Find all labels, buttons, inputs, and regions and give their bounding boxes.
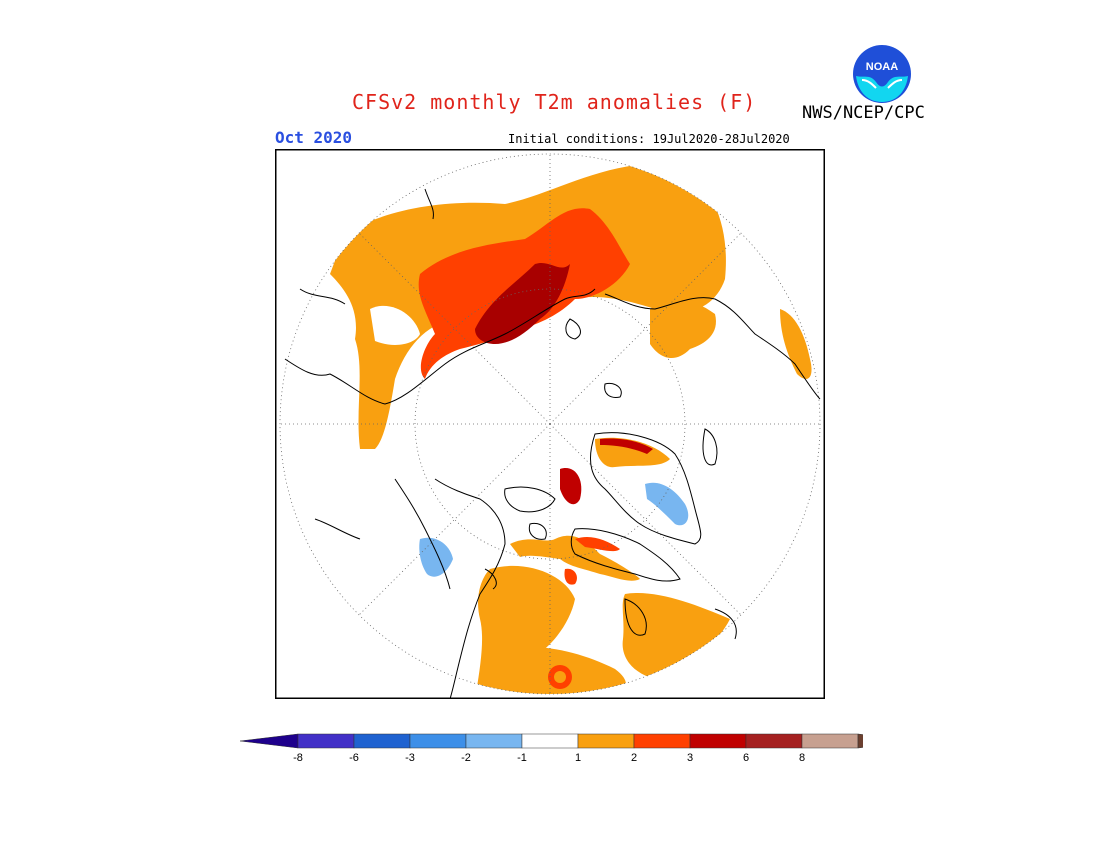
anomaly-region-hudson-blue: [645, 482, 689, 526]
anomaly-region-greenland-red: [560, 468, 582, 505]
color-legend: -8 -6 -3 -2 -1 1 2 3 6 8: [239, 733, 863, 764]
noaa-logo: NOAA: [851, 43, 913, 105]
legend-swatch: [633, 733, 691, 749]
anomaly-region-central-asia-orange: [364, 344, 384, 449]
organization-label: NWS/NCEP/CPC: [802, 103, 925, 123]
polar-map: [275, 149, 825, 699]
legend-tick-label: 8: [799, 752, 805, 764]
graticule: [279, 153, 821, 695]
legend-ticks: -8 -6 -3 -2 -1 1 2 3 6 8: [293, 752, 805, 764]
legend-tick-label: -3: [405, 752, 415, 764]
initial-conditions-label: Initial conditions: 19Jul2020-28Jul2020: [508, 132, 790, 146]
legend-swatch-highest: [857, 733, 863, 749]
legend-swatch: [689, 733, 747, 749]
svg-text:NOAA: NOAA: [866, 61, 898, 73]
anomaly-region-white-gap: [370, 305, 420, 345]
anomaly-region-north-america-orange-east: [622, 593, 730, 679]
anomaly-region-canada-arctic-red: [575, 537, 620, 552]
coastlines: [284, 188, 821, 699]
legend-swatch: [353, 733, 411, 749]
legend-swatch: [409, 733, 467, 749]
legend-swatch: [297, 733, 355, 749]
legend-tick-label: 1: [575, 752, 581, 764]
map-title: CFSv2 monthly T2m anomalies (F): [352, 90, 757, 114]
legend-swatch: [745, 733, 803, 749]
legend-tick-label: -8: [293, 752, 303, 764]
anomaly-region-europe-orange: [780, 309, 812, 379]
map-border: [275, 149, 825, 699]
anomaly-region-canada-arctic-orange: [510, 535, 640, 581]
anomaly-region-red-spot: [564, 568, 577, 585]
legend-swatch: [577, 733, 635, 749]
legend-tick-label: 6: [743, 752, 749, 764]
legend-tick-label: 2: [631, 752, 637, 764]
legend-tick-label: -6: [349, 752, 359, 764]
legend-swatch: [521, 733, 579, 749]
legend-swatch: [801, 733, 859, 749]
legend-tick-label: 3: [687, 752, 693, 764]
legend-tick-label: -2: [461, 752, 471, 764]
anomaly-region-scandinavia-orange: [650, 299, 716, 359]
legend-tick-label: -1: [517, 752, 527, 764]
legend-swatches: [239, 733, 863, 749]
valid-month-label: Oct 2020: [275, 128, 353, 147]
legend-swatch: [465, 733, 523, 749]
anomaly-region-greenland-darkred: [600, 438, 653, 454]
anomaly-region-siberia-darkred: [475, 262, 570, 344]
anomaly-fields: [330, 163, 812, 694]
legend-swatch-lowest: [239, 733, 299, 749]
anomaly-region-alaska-blue: [419, 537, 453, 577]
